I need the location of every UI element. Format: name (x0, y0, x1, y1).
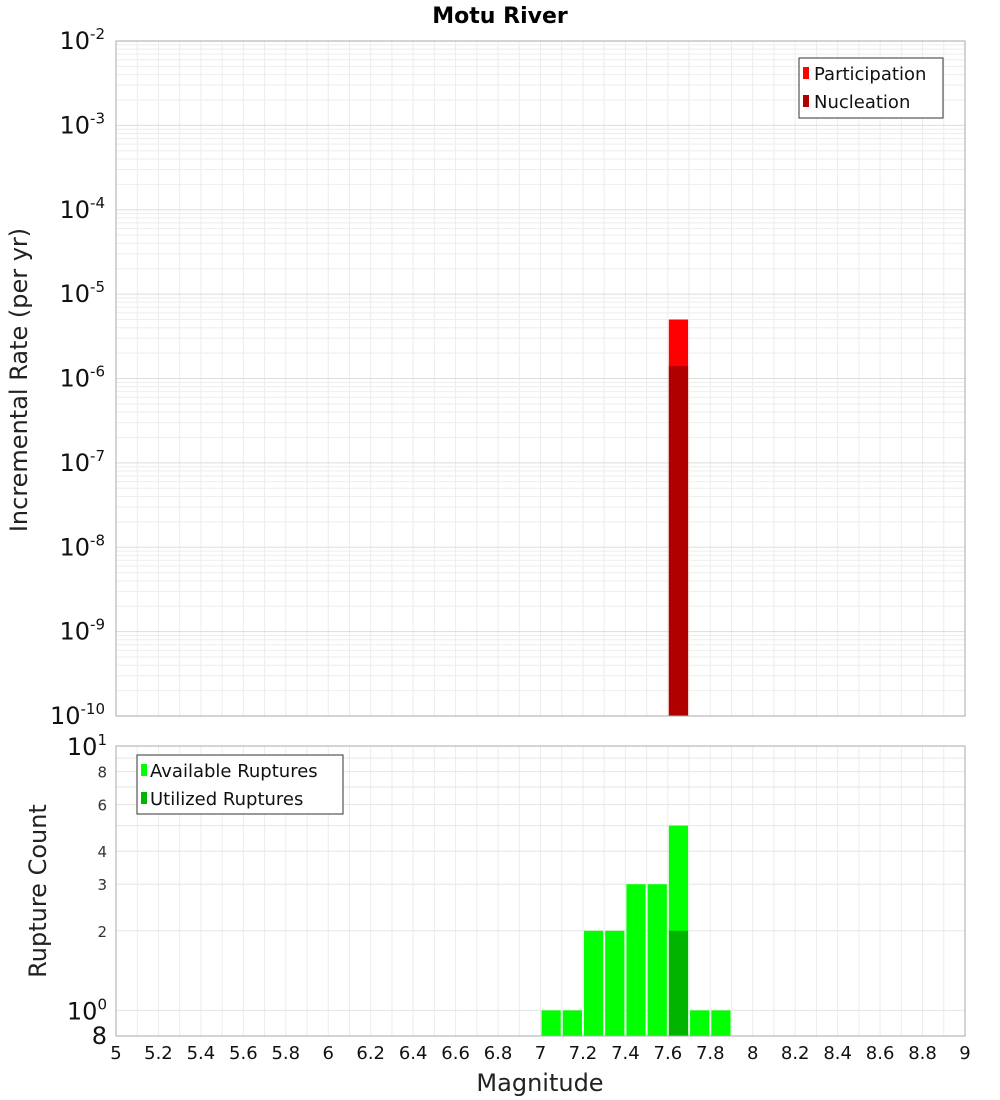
bar-available-ruptures (690, 1010, 710, 1036)
x-tick-label: 5 (110, 1043, 121, 1064)
legend-swatch-available-ruptures (141, 764, 147, 776)
x-tick-label: 6.8 (484, 1043, 513, 1064)
count-panel: 100 101 8 2 3 4 6 8 Rupture Count Available Rup… (24, 731, 966, 1050)
bar-nucleation (668, 366, 689, 716)
bar-available-ruptures (541, 1010, 561, 1036)
rate-y-tick-label: 10-8 (59, 531, 105, 561)
count-plot-frame (115, 745, 966, 1037)
legend-label-utilized-ruptures: Utilized Ruptures (150, 789, 303, 810)
x-tick-label: 7.6 (654, 1043, 683, 1064)
x-axis-label: Magnitude (476, 1069, 603, 1097)
rate-y-tick-label: 10-7 (59, 447, 105, 477)
legend-swatch-nucleation (803, 95, 809, 107)
count-legend-box (136, 754, 344, 815)
bar-available-ruptures (647, 884, 667, 1036)
count-y-tick-label: 100 (67, 995, 107, 1025)
x-tick-label: 6.6 (441, 1043, 470, 1064)
x-tick-label: 8.4 (823, 1043, 852, 1064)
count-y-minor-tick-label: 2 (97, 923, 107, 941)
legend-label-participation: Participation (814, 64, 926, 85)
bar-available-ruptures (626, 884, 646, 1036)
x-tick-label: 9 (959, 1043, 970, 1064)
bar-utilized-ruptures (668, 930, 689, 1036)
count-y-axis-label: Rupture Count (24, 804, 52, 978)
rate-y-axis-label: Incremental Rate (per yr) (5, 228, 33, 532)
rate-y-tick-label: 10-5 (59, 278, 105, 308)
bar-available-ruptures (562, 1010, 582, 1036)
rate-y-tick-label: 10-3 (59, 109, 105, 139)
rate-panel: 10-10 10-9 10-8 10-7 10-6 10-5 10-4 10-3 10-2 In… (5, 25, 966, 730)
count-y-ticks: 100 101 8 2 3 4 6 8 (67, 731, 107, 1050)
count-y-minor-tick-label: 4 (97, 843, 107, 861)
x-tick-label: 5.4 (187, 1043, 216, 1064)
x-tick-label: 7 (535, 1043, 546, 1064)
rate-plot-frame (115, 40, 966, 717)
bar-available-ruptures (711, 1010, 731, 1036)
legend-label-nucleation: Nucleation (814, 92, 910, 113)
chart-title: Motu River (432, 4, 568, 29)
x-tick-label: 5.2 (144, 1043, 173, 1064)
x-tick-label: 8.2 (781, 1043, 810, 1064)
x-tick-label: 8.8 (908, 1043, 937, 1064)
x-tick-label: 8.6 (866, 1043, 895, 1064)
rate-legend-box (798, 57, 944, 119)
count-y-minor-tick-label: 6 (97, 797, 107, 815)
x-axis-ticks: 5 5.2 5.4 5.6 5.8 6 6.2 6.4 6.6 6.8 7 7.2 7.4 7.6 7.8 8… (110, 1043, 970, 1064)
legend-swatch-utilized-ruptures (141, 792, 147, 804)
legend-swatch-participation (803, 67, 809, 79)
legend-label-available-ruptures: Available Ruptures (150, 761, 318, 782)
x-tick-label: 5.6 (229, 1043, 258, 1064)
bar-available-ruptures (605, 930, 625, 1036)
rate-y-tick-label: 10-4 (59, 194, 105, 224)
x-tick-label: 6.2 (356, 1043, 385, 1064)
count-bars (541, 825, 731, 1036)
rate-bars (668, 319, 689, 716)
rate-grid (115, 41, 966, 717)
rate-y-tick-label: 10-2 (59, 25, 105, 55)
rate-y-tick-label: 10-10 (50, 700, 105, 730)
x-tick-label: 5.8 (271, 1043, 300, 1064)
count-y-tick-label: 8 (92, 1022, 107, 1050)
count-legend: Available Ruptures Utilized Ruptures (136, 754, 344, 815)
count-y-minor-tick-label: 8 (97, 764, 107, 782)
rate-y-tick-label: 10-6 (59, 363, 105, 393)
count-y-minor-tick-label: 3 (97, 876, 107, 894)
x-tick-label: 6 (323, 1043, 334, 1064)
count-y-tick-label: 101 (67, 731, 107, 761)
rate-y-ticks: 10-10 10-9 10-8 10-7 10-6 10-5 10-4 10-3 10-2 (50, 25, 105, 730)
x-tick-label: 7.4 (611, 1043, 640, 1064)
rate-legend: Participation Nucleation (798, 57, 944, 119)
bar-available-ruptures (583, 930, 604, 1036)
x-tick-label: 7.8 (696, 1043, 725, 1064)
rate-y-tick-label: 10-9 (59, 616, 105, 646)
x-tick-label: 8 (747, 1043, 758, 1064)
x-tick-label: 6.4 (399, 1043, 428, 1064)
x-tick-label: 7.2 (569, 1043, 598, 1064)
